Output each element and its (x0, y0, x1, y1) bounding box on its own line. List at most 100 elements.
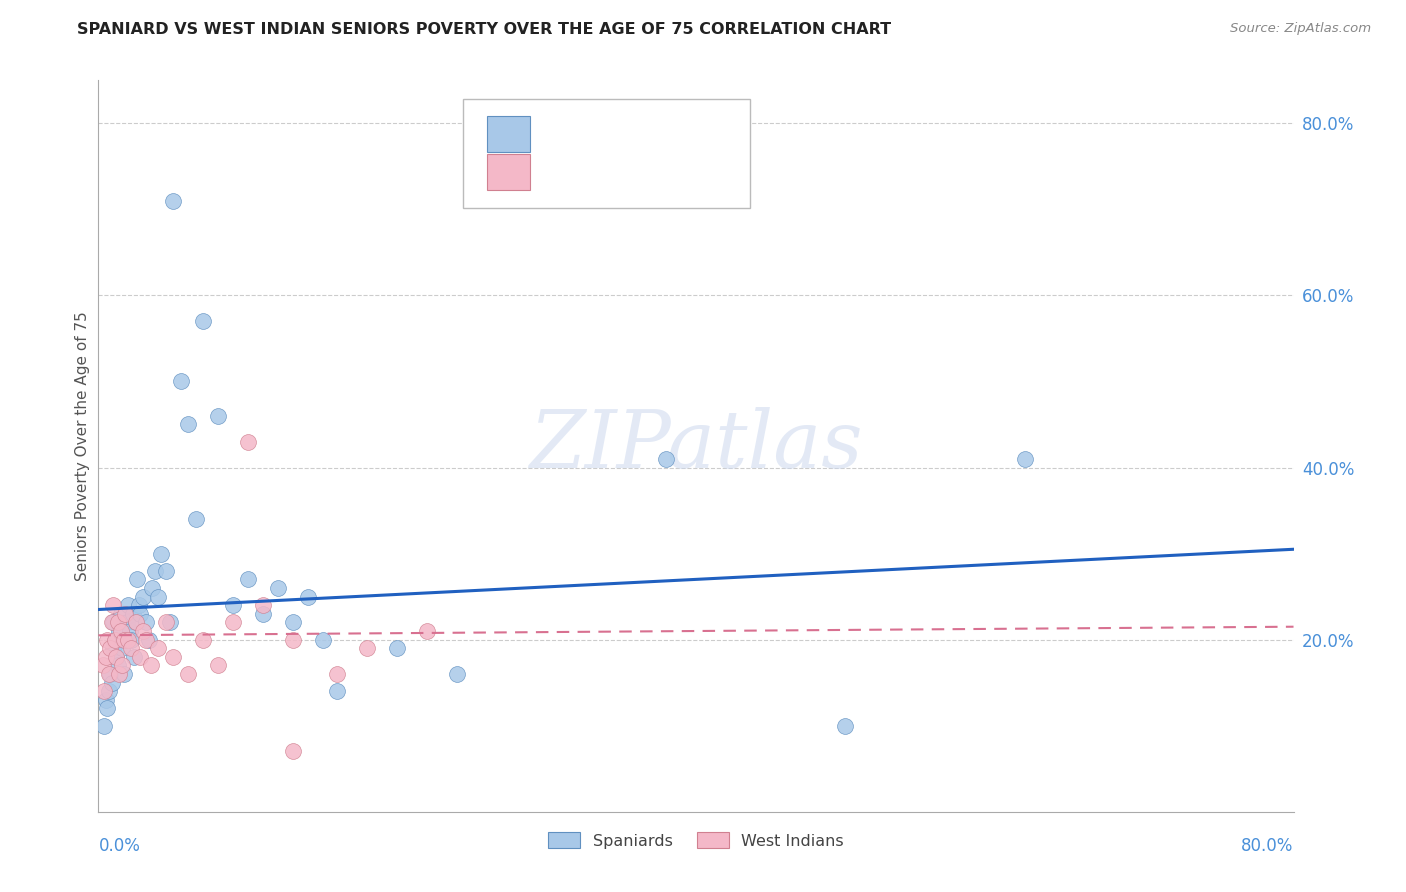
Point (94, 693, 117, 707)
Point (108, 624, 131, 638)
Point (385, 641, 409, 656)
Point (127, 573, 149, 587)
Point (125, 615, 148, 630)
Point (93, 719, 115, 733)
Point (120, 641, 142, 656)
Point (124, 649, 146, 664)
Point (177, 667, 200, 681)
Point (177, 417, 200, 432)
Point (162, 649, 184, 664)
Legend: Spaniards, West Indians: Spaniards, West Indians (541, 826, 851, 855)
Point (94, 649, 117, 664)
Point (104, 632, 127, 647)
Point (120, 632, 142, 647)
Text: 0.0%: 0.0% (98, 837, 141, 855)
Point (105, 649, 128, 664)
Point (125, 615, 148, 630)
Point (107, 658, 129, 673)
Point (128, 598, 150, 612)
Point (112, 667, 135, 681)
Point (281, 632, 304, 647)
Point (236, 434, 259, 449)
Point (148, 641, 170, 656)
Point (159, 615, 181, 630)
Point (169, 375, 191, 389)
Point (129, 607, 152, 621)
Point (191, 314, 214, 328)
Point (105, 649, 128, 664)
Point (252, 607, 274, 621)
Point (143, 564, 166, 578)
Point (118, 624, 141, 638)
Point (1014, 451, 1036, 466)
Point (236, 573, 259, 587)
Point (162, 194, 184, 208)
Point (267, 581, 290, 595)
Point (135, 615, 157, 630)
Point (93, 684, 115, 698)
Y-axis label: Seniors Poverty Over the Age of 75: Seniors Poverty Over the Age of 75 (75, 311, 90, 581)
Point (141, 581, 163, 595)
FancyBboxPatch shape (486, 153, 530, 190)
Point (222, 598, 245, 612)
Point (108, 667, 131, 681)
Point (155, 615, 177, 630)
Point (311, 632, 333, 647)
Point (132, 624, 155, 638)
Point (281, 615, 304, 630)
Point (252, 598, 274, 612)
Point (98, 641, 122, 656)
Point (110, 607, 132, 621)
Point (222, 615, 245, 630)
Point (115, 615, 138, 630)
Point (103, 615, 125, 630)
Point (148, 590, 170, 604)
Point (138, 632, 160, 647)
Point (129, 649, 152, 664)
Point (117, 598, 139, 612)
Point (114, 607, 136, 621)
Text: R =  0.012   N = 37: R = 0.012 N = 37 (541, 164, 713, 179)
FancyBboxPatch shape (486, 116, 530, 152)
Point (104, 632, 127, 647)
Point (297, 590, 319, 604)
Point (150, 547, 173, 561)
Point (207, 409, 229, 423)
FancyBboxPatch shape (463, 99, 749, 209)
Point (132, 590, 155, 604)
Point (356, 641, 378, 656)
Point (114, 632, 136, 647)
Point (207, 658, 229, 673)
Point (91, 658, 114, 673)
Point (97, 667, 120, 681)
Point (103, 598, 125, 612)
Point (416, 624, 439, 638)
Text: 80.0%: 80.0% (1241, 837, 1294, 855)
Point (191, 632, 214, 647)
Text: Source: ZipAtlas.com: Source: ZipAtlas.com (1230, 22, 1371, 36)
Point (101, 675, 124, 690)
Point (103, 641, 125, 656)
Point (112, 632, 135, 647)
Point (121, 607, 143, 621)
Point (110, 624, 132, 638)
Text: R =  0.094   N = 54: R = 0.094 N = 54 (541, 126, 713, 141)
Point (97, 684, 120, 698)
Point (135, 632, 157, 647)
Point (117, 632, 139, 647)
Point (184, 512, 207, 526)
Point (98, 667, 122, 681)
Point (281, 744, 304, 758)
Text: SPANIARD VS WEST INDIAN SENIORS POVERTY OVER THE AGE OF 75 CORRELATION CHART: SPANIARD VS WEST INDIAN SENIORS POVERTY … (77, 22, 891, 37)
Point (101, 615, 124, 630)
Point (655, 451, 678, 466)
Point (96, 701, 118, 715)
Point (139, 658, 162, 673)
Point (107, 615, 129, 630)
Point (834, 719, 856, 733)
Point (155, 564, 177, 578)
Text: ZIPatlas: ZIPatlas (529, 408, 863, 484)
Point (96, 632, 118, 647)
Point (326, 667, 349, 681)
Point (111, 641, 134, 656)
